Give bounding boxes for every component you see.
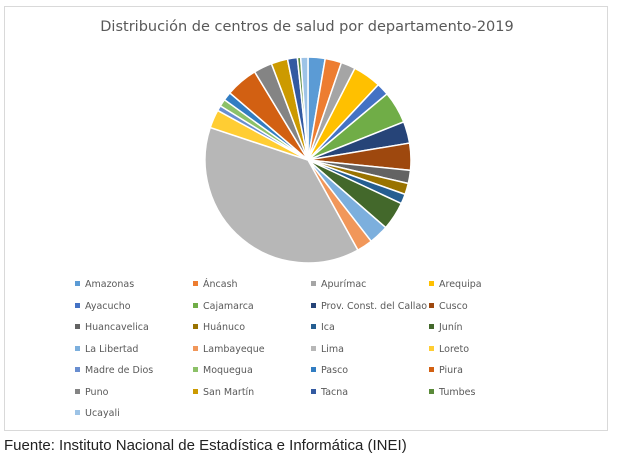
- legend-label: Ucayali: [85, 408, 120, 419]
- legend-item: La Libertad: [75, 344, 138, 355]
- legend-label: Amazonas: [85, 279, 135, 290]
- legend-item: Pasco: [311, 365, 348, 376]
- legend-label: Prov. Const. del Callao: [321, 300, 428, 312]
- legend-item: Cusco: [429, 301, 468, 312]
- legend-item: Lambayeque: [193, 344, 265, 355]
- legend-swatch: [75, 324, 80, 329]
- legend-label: Lima: [321, 343, 345, 355]
- legend-label: Áncash: [203, 279, 238, 290]
- legend-label: Huancavelica: [85, 322, 149, 333]
- legend-item: Tumbes: [429, 387, 475, 398]
- legend-swatch: [193, 345, 198, 351]
- legend-label: Huánuco: [203, 322, 246, 333]
- legend-item: Ucayali: [75, 408, 120, 419]
- legend-swatch: [429, 345, 434, 351]
- legend-item: Áncash: [193, 279, 238, 290]
- legend-label: Madre de Dios: [85, 365, 154, 376]
- legend-swatch: [311, 345, 316, 351]
- legend-item: Cajamarca: [193, 301, 254, 312]
- legend-item: Ayacucho: [75, 301, 131, 312]
- legend-item: San Martín: [193, 387, 254, 398]
- pie-chart: [204, 56, 412, 264]
- legend-label: Ica: [321, 322, 335, 333]
- legend-swatch: [193, 281, 198, 286]
- legend-label: Moquegua: [203, 365, 253, 376]
- legend-swatch: [429, 367, 434, 372]
- legend-swatch: [311, 302, 316, 308]
- legend-swatch: [193, 367, 198, 372]
- legend-swatch: [311, 281, 316, 286]
- pie-slice-ucayali: [299, 56, 309, 161]
- legend-swatch: [75, 281, 80, 286]
- legend-item: Prov. Const. del Callao: [311, 301, 427, 312]
- legend-item: Puno: [75, 387, 108, 398]
- legend-item: Apurímac: [311, 279, 366, 290]
- legend-swatch: [429, 302, 434, 308]
- legend-item: Madre de Dios: [75, 365, 153, 376]
- legend-item: Loreto: [429, 344, 469, 355]
- chart-frame: Distribución de centros de salud por dep…: [4, 6, 608, 431]
- legend-swatch: [429, 388, 434, 394]
- legend-label: San Martín: [203, 386, 255, 398]
- legend-label: Lambayeque: [203, 343, 265, 355]
- legend-item: Ica: [311, 322, 335, 333]
- legend-swatch: [75, 367, 80, 372]
- legend-swatch: [193, 324, 198, 329]
- legend-item: Amazonas: [75, 279, 134, 290]
- legend-label: Cusco: [439, 300, 468, 312]
- legend-label: Pasco: [321, 365, 349, 376]
- legend-label: Cajamarca: [203, 300, 254, 312]
- legend-label: Piura: [439, 365, 463, 376]
- legend-swatch: [75, 302, 80, 308]
- legend-swatch: [429, 281, 434, 286]
- legend-label: La Libertad: [85, 343, 139, 355]
- legend-item: Arequipa: [429, 279, 482, 290]
- legend-swatch: [311, 324, 316, 329]
- legend-label: Apurímac: [321, 279, 367, 290]
- legend-item: Huancavelica: [75, 322, 149, 333]
- legend-swatch: [193, 388, 198, 394]
- chart-title: Distribución de centros de salud por dep…: [100, 19, 514, 35]
- legend-item: Huánuco: [193, 322, 245, 333]
- legend-swatch: [311, 367, 316, 372]
- legend-item: Moquegua: [193, 365, 253, 376]
- legend-item: Junín: [429, 322, 463, 333]
- legend-label: Loreto: [439, 343, 470, 355]
- legend-label: Junín: [439, 322, 463, 333]
- legend-swatch: [75, 388, 80, 394]
- legend-label: Tumbes: [439, 386, 476, 398]
- legend-label: Puno: [85, 386, 109, 398]
- legend-label: Arequipa: [439, 279, 482, 290]
- legend-swatch: [429, 324, 434, 329]
- legend-swatch: [193, 302, 198, 308]
- legend-label: Ayacucho: [85, 300, 131, 312]
- legend-item: Lima: [311, 344, 344, 355]
- legend-swatch: [75, 345, 80, 351]
- legend-swatch: [75, 410, 80, 415]
- source-note: Fuente: Instituto Nacional de Estadístic…: [4, 437, 407, 454]
- pie-slice-lima: [204, 126, 359, 264]
- legend-swatch: [311, 388, 316, 394]
- legend-item: Tacna: [311, 387, 348, 398]
- legend-item: Piura: [429, 365, 463, 376]
- legend-label: Tacna: [321, 386, 349, 398]
